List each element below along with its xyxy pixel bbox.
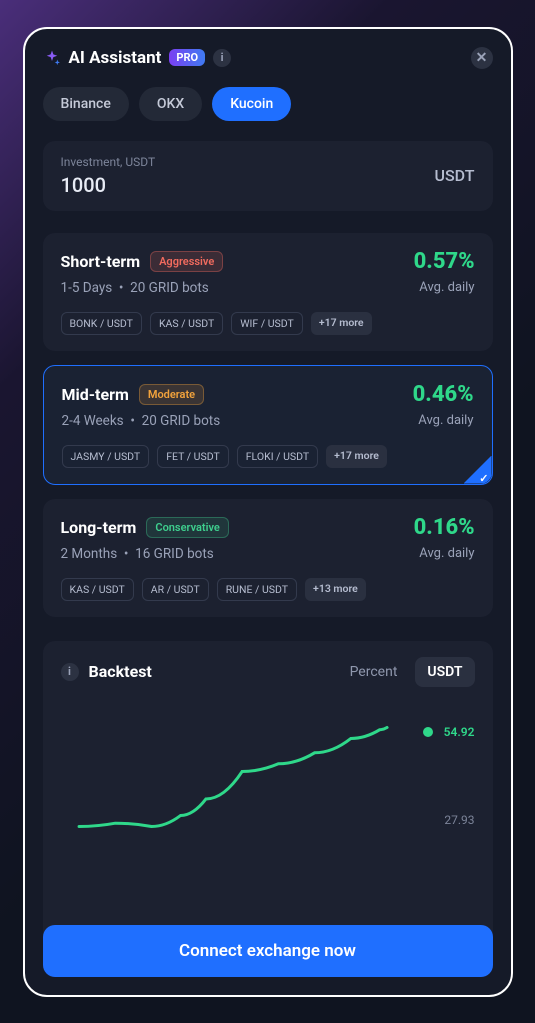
strategy-card-mid-term[interactable]: Mid-term Moderate 0.46% 2-4 Weeks • 20 G… xyxy=(43,365,493,485)
backtest-toggle: PercentUSDT xyxy=(338,657,475,687)
app-panel: AI Assistant PRO i ✕ Binance OKX Kucoin In… xyxy=(23,27,513,997)
info-icon[interactable]: i xyxy=(213,49,231,67)
investment-unit: USDT xyxy=(435,166,475,185)
strategy-return: 0.16% xyxy=(414,515,475,540)
pair-list: JASMY / USDT FET / USDT FLOKI / USDT +17 m… xyxy=(62,445,474,468)
pair-more[interactable]: +13 more xyxy=(305,578,366,601)
chart-y-min: 27.93 xyxy=(444,813,474,827)
strategy-card-long-term[interactable]: Long-term Conservative 0.16% 2 Months • … xyxy=(43,499,493,617)
pair-chip[interactable]: WIF / USDT xyxy=(231,312,303,335)
strategy-name: Short-term xyxy=(61,252,141,271)
strategy-name: Mid-term xyxy=(62,385,129,404)
investment-card[interactable]: Investment, USDT 1000 USDT xyxy=(43,141,493,211)
strategy-return: 0.57% xyxy=(414,249,475,274)
app-title: AI Assistant xyxy=(69,48,162,68)
strategy-subtitle: 1-5 Days • 20 GRID bots xyxy=(61,280,209,296)
header: AI Assistant PRO i ✕ xyxy=(43,47,493,69)
pair-more[interactable]: +17 more xyxy=(326,445,387,468)
info-icon[interactable]: i xyxy=(61,663,79,681)
chart-end-marker xyxy=(423,727,433,737)
chart-y-max: 54.92 xyxy=(444,725,475,739)
pair-chip[interactable]: FET / USDT xyxy=(157,445,229,468)
exchange-tabs: Binance OKX Kucoin xyxy=(43,87,493,121)
backtest-chart: 54.92 27.93 xyxy=(61,707,475,847)
pair-chip[interactable]: KAS / USDT xyxy=(150,312,223,335)
sparkle-icon xyxy=(43,49,61,67)
strategy-subtitle: 2-4 Weeks • 20 GRID bots xyxy=(62,413,221,429)
strategy-card-short-term[interactable]: Short-term Aggressive 0.57% 1-5 Days • 2… xyxy=(43,233,493,351)
pair-more[interactable]: +17 more xyxy=(311,312,372,335)
exchange-tab-kucoin[interactable]: Kucoin xyxy=(212,87,291,121)
pair-chip[interactable]: AR / USDT xyxy=(142,578,209,601)
close-icon[interactable]: ✕ xyxy=(471,47,493,69)
risk-badge: Conservative xyxy=(146,517,228,538)
pair-chip[interactable]: BONK / USDT xyxy=(61,312,142,335)
avg-daily-label: Avg. daily xyxy=(419,280,474,295)
backtest-toggle-percent[interactable]: Percent xyxy=(338,657,410,687)
strategy-name: Long-term xyxy=(61,518,137,537)
pair-list: KAS / USDT AR / USDT RUNE / USDT +13 more xyxy=(61,578,475,601)
pair-chip[interactable]: RUNE / USDT xyxy=(217,578,297,601)
backtest-title: Backtest xyxy=(89,662,152,681)
strategy-return: 0.46% xyxy=(413,382,474,407)
connect-exchange-button[interactable]: Connect exchange now xyxy=(43,925,493,977)
investment-label: Investment, USDT xyxy=(61,155,156,169)
risk-badge: Aggressive xyxy=(150,251,223,272)
risk-badge: Moderate xyxy=(139,384,204,405)
exchange-tab-okx[interactable]: OKX xyxy=(139,87,202,121)
avg-daily-label: Avg. daily xyxy=(418,413,473,428)
avg-daily-label: Avg. daily xyxy=(419,546,474,561)
pair-chip[interactable]: KAS / USDT xyxy=(61,578,134,601)
pair-chip[interactable]: FLOKI / USDT xyxy=(237,445,318,468)
pair-chip[interactable]: JASMY / USDT xyxy=(62,445,150,468)
strategy-subtitle: 2 Months • 16 GRID bots xyxy=(61,546,214,562)
backtest-toggle-usdt[interactable]: USDT xyxy=(415,657,474,687)
pro-badge: PRO xyxy=(169,49,205,66)
pair-list: BONK / USDT KAS / USDT WIF / USDT +17 more xyxy=(61,312,475,335)
investment-value: 1000 xyxy=(61,173,156,197)
exchange-tab-binance[interactable]: Binance xyxy=(43,87,129,121)
